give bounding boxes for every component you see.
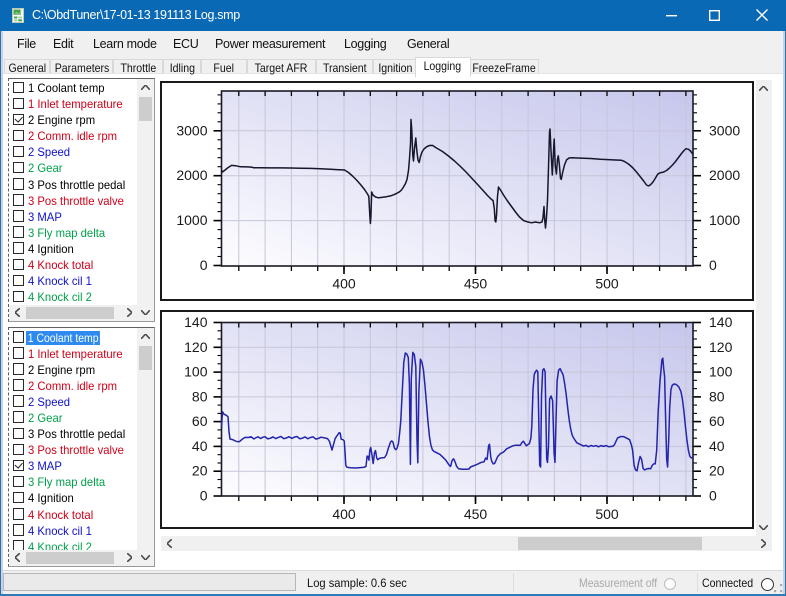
- svg-text:0: 0: [709, 487, 717, 503]
- svg-text:1000: 1000: [176, 212, 207, 228]
- svg-text:120: 120: [184, 338, 208, 354]
- svg-text:3000: 3000: [709, 122, 740, 138]
- svg-text:1000: 1000: [709, 212, 740, 228]
- svg-text:400: 400: [332, 506, 356, 522]
- svg-text:80: 80: [709, 388, 725, 404]
- svg-text:3000: 3000: [176, 122, 207, 138]
- svg-text:20: 20: [709, 462, 725, 478]
- svg-text:500: 500: [595, 275, 619, 291]
- svg-text:60: 60: [709, 413, 725, 429]
- svg-text:0: 0: [199, 487, 207, 503]
- svg-text:2000: 2000: [176, 167, 207, 183]
- svg-text:140: 140: [709, 314, 733, 330]
- svg-text:20: 20: [191, 462, 207, 478]
- svg-text:120: 120: [709, 338, 733, 354]
- svg-text:80: 80: [191, 388, 207, 404]
- svg-text:2000: 2000: [709, 167, 740, 183]
- svg-text:450: 450: [463, 275, 487, 291]
- svg-text:0: 0: [709, 257, 717, 273]
- svg-text:500: 500: [595, 506, 619, 522]
- svg-text:60: 60: [191, 413, 207, 429]
- svg-text:40: 40: [191, 437, 207, 453]
- svg-text:40: 40: [709, 437, 725, 453]
- svg-text:140: 140: [184, 314, 208, 330]
- svg-text:400: 400: [332, 275, 356, 291]
- svg-text:0: 0: [199, 257, 207, 273]
- svg-text:100: 100: [709, 363, 733, 379]
- svg-text:450: 450: [463, 506, 487, 522]
- svg-text:100: 100: [184, 363, 208, 379]
